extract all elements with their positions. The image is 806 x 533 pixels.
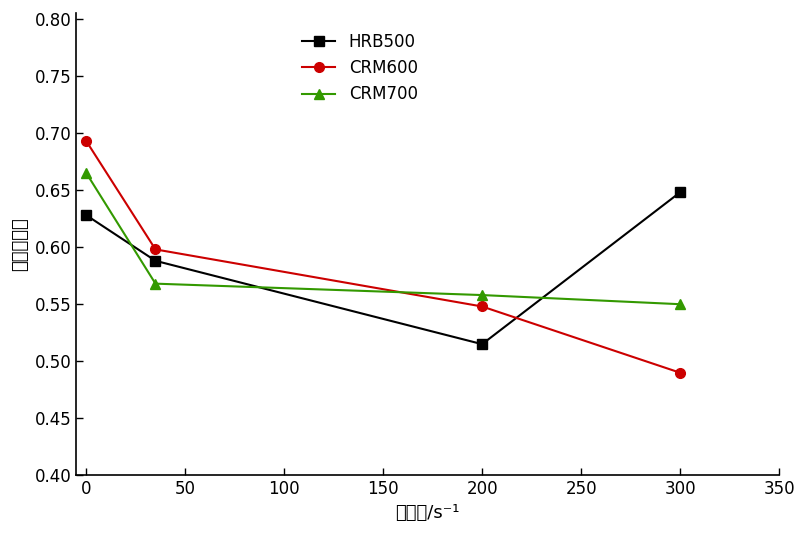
CRM700 (477, 292, 487, 298)
HRB500 (477, 341, 487, 348)
HRB500 (675, 189, 685, 196)
CRM700 (81, 169, 91, 176)
CRM700 (675, 301, 685, 308)
Legend: HRB500, CRM600, CRM700: HRB500, CRM600, CRM700 (296, 26, 425, 110)
HRB500 (151, 257, 160, 264)
Y-axis label: 断面收缩率: 断面收缩率 (11, 217, 29, 271)
Line: CRM700: CRM700 (81, 168, 685, 309)
CRM700 (151, 280, 160, 287)
HRB500 (81, 212, 91, 219)
CRM600 (675, 369, 685, 376)
Line: HRB500: HRB500 (81, 188, 685, 349)
Line: CRM600: CRM600 (81, 136, 685, 377)
CRM600 (81, 138, 91, 144)
CRM600 (151, 246, 160, 253)
CRM600 (477, 303, 487, 310)
X-axis label: 应变率/s⁻¹: 应变率/s⁻¹ (396, 504, 460, 522)
